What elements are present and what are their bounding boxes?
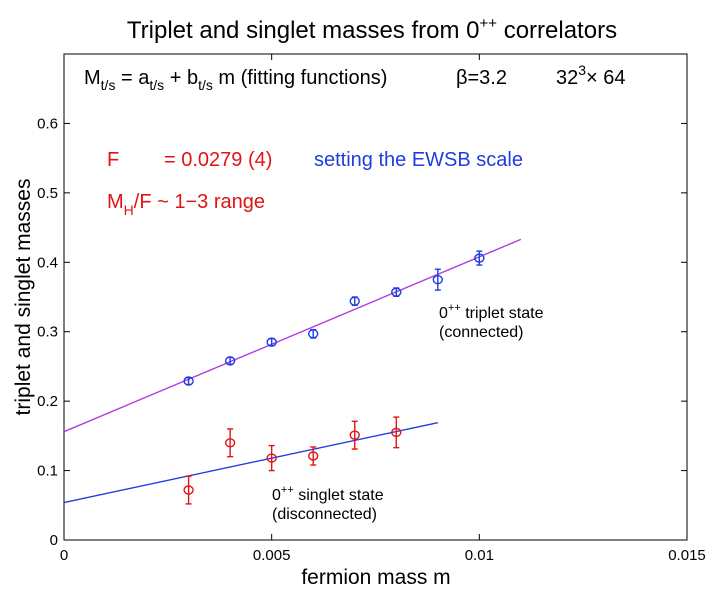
triplet-point: [183, 376, 194, 386]
y-tick-label: 0.6: [37, 115, 58, 132]
x-tick-label: 0.01: [465, 547, 494, 564]
triplet-label-line2: (connected): [439, 324, 524, 341]
y-axis: 0 0.1 0.2 0.3 0.4 0.5 0.6: [37, 115, 687, 549]
triplet-fit-line: [63, 238, 522, 433]
beta-value: β=3.2: [456, 67, 507, 89]
triplet-point: [308, 329, 319, 339]
x-tick-label: 0.015: [668, 547, 706, 564]
x-axis: 0 0.005 0.01 0.015: [60, 54, 706, 564]
data-points: [183, 250, 485, 505]
f-value: = 0.0279 (4): [164, 149, 272, 171]
y-tick-label: 0.3: [37, 324, 58, 341]
singlet-point: [266, 453, 277, 463]
singlet-label-line2: (disconnected): [272, 506, 377, 523]
singlet-point: [391, 427, 402, 438]
y-tick-label: 0.2: [37, 393, 58, 410]
singlet-point: [183, 485, 194, 495]
y-axis-label: triplet and singlet masses: [12, 179, 35, 416]
chart-title: Triplet and singlet masses from 0++ corr…: [127, 15, 617, 44]
y-tick-label: 0: [50, 532, 58, 549]
triplet-point: [349, 296, 360, 306]
fit-formula: Mt/s = at/s + bt/s m (fitting functions): [84, 67, 387, 93]
singlet-label: 0++ singlet state: [272, 484, 384, 504]
x-tick-label: 0.005: [253, 547, 291, 564]
singlet-point: [349, 430, 360, 440]
triplet-point: [224, 356, 236, 366]
triplet-point: [474, 253, 485, 263]
triplet-point: [432, 274, 443, 285]
y-tick-label: 0.5: [37, 185, 58, 202]
singlet-fit-line: [63, 421, 438, 504]
singlet-point: [224, 438, 236, 448]
x-axis-label: fermion mass m: [301, 566, 450, 589]
triplet-point: [266, 337, 277, 347]
x-tick-label: 0: [60, 547, 68, 564]
singlet-point: [308, 451, 319, 461]
lattice-size: 323× 64: [556, 62, 626, 89]
plot-area: [63, 53, 688, 541]
fit-lines: [63, 238, 522, 504]
triplet-point: [391, 287, 402, 297]
triplet-label: 0++ triplet state: [439, 302, 544, 322]
y-tick-label: 0.1: [37, 463, 58, 480]
f-label: F: [107, 149, 119, 171]
mh-ratio-label: MH/F ~ 1−3 range: [107, 191, 265, 218]
ewsb-label: setting the EWSB scale: [314, 149, 523, 171]
y-tick-label: 0.4: [37, 254, 58, 271]
